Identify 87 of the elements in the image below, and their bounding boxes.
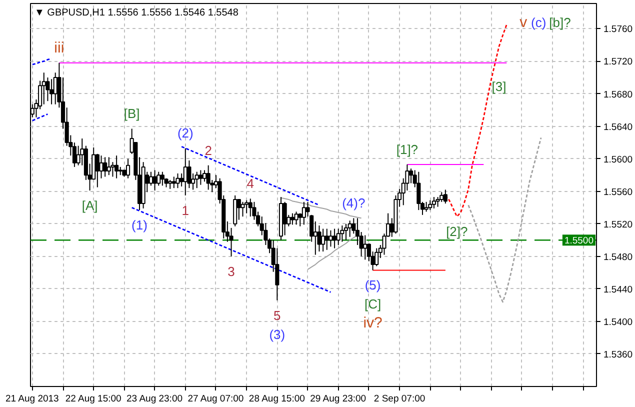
candlestick (432, 196, 436, 209)
annotation: v (520, 14, 528, 31)
y-tick-label: 1.5680 (604, 89, 633, 100)
y-tick-label: 1.5400 (604, 316, 633, 328)
annotation: (3) (269, 326, 286, 342)
candlestick (416, 171, 421, 211)
candlestick (148, 171, 153, 186)
y-tick-label: 1.5360 (604, 349, 633, 360)
candlestick (240, 201, 245, 218)
line-series (131, 206, 332, 293)
candlestick (244, 200, 249, 214)
annotation: 3 (228, 264, 235, 279)
candlestick (328, 230, 333, 248)
y-tick-label: 1.5720 (604, 56, 633, 68)
annotation: (5) (364, 278, 381, 293)
annotation: [3] (492, 79, 506, 94)
annotation: [1]? (396, 142, 418, 158)
candlestick (248, 198, 252, 218)
candlestick (172, 176, 176, 189)
x-tick-label: 22 Aug 15:00 (65, 394, 122, 404)
x-tick-label: 28 Aug 15:00 (248, 394, 305, 404)
candlestick (198, 170, 203, 186)
candlestick (424, 201, 428, 212)
candlestick (114, 155, 119, 179)
y-tick-label: 1.5480 (604, 252, 633, 263)
candlestick (324, 228, 329, 250)
candlestick (106, 156, 111, 176)
annotation: iv? (363, 314, 382, 332)
line-series (32, 113, 48, 122)
y-tick-label: 1.5520 (604, 219, 633, 230)
annotation: (1) (132, 218, 148, 233)
candlestick (206, 164, 210, 190)
candlestick (126, 158, 130, 179)
candlestick (152, 170, 157, 192)
candlestick (290, 212, 294, 226)
y-tick-label: 1.5440 (604, 284, 633, 296)
candlestick (42, 72, 46, 105)
y-tick-label: 1.5600 (604, 154, 633, 166)
candlestick (103, 156, 108, 178)
annotation: (2) (177, 126, 194, 141)
candlestick (408, 168, 414, 184)
candlestick (340, 224, 344, 242)
annotation: 2 (204, 142, 212, 158)
candlestick (302, 201, 306, 226)
candlestick (236, 198, 241, 220)
x-tick-label: 29 Aug 23:00 (310, 394, 366, 404)
y-tick-label: 1.5560 (604, 186, 633, 198)
candlestick (156, 171, 161, 186)
candlestick (317, 224, 322, 252)
chart-title: ▼ GBPUSD,H1 1.5556 1.5556 1.5546 1.5548 (34, 8, 239, 18)
annotation: [A] (82, 198, 98, 214)
candlestick (336, 228, 340, 246)
x-tick-label: 27 Aug 07:00 (188, 394, 244, 404)
annotation: (4)? (342, 196, 366, 211)
annotation: [2]? (446, 224, 468, 240)
candlestick (282, 201, 287, 236)
ref-line-label: 1.5500 (564, 236, 594, 247)
candlestick (194, 171, 199, 189)
candlestick (428, 200, 432, 211)
candlestick (344, 223, 348, 241)
candlestick (332, 228, 337, 249)
candlestick (202, 170, 207, 182)
candlestick (160, 171, 164, 186)
line-series (444, 24, 508, 218)
annotation: 4 (246, 176, 254, 192)
annotation: 5 (274, 308, 281, 323)
line-series (180, 146, 320, 206)
y-tick-label: 1.5760 (604, 24, 633, 36)
annotation: (c) (531, 15, 546, 30)
candlestick (176, 172, 180, 189)
annotation: [B] (124, 106, 140, 122)
x-tick-label: 2 Sep 07:00 (374, 394, 426, 404)
candlestick (294, 211, 298, 226)
x-tick-label: 21 Aug 2013 (5, 394, 59, 404)
annotation: [C] (364, 296, 382, 312)
candlestick (374, 248, 379, 267)
candlestick (363, 234, 368, 260)
candlestick (50, 78, 54, 105)
candlestick (443, 189, 448, 204)
candlestick (95, 153, 100, 188)
annotation: [b]? (549, 15, 571, 30)
line-series (468, 136, 542, 303)
annotation: iii (54, 39, 64, 56)
x-tick-label: 23 Aug 23:00 (126, 394, 183, 404)
candlestick (348, 220, 352, 238)
y-tick-label: 1.5640 (604, 122, 633, 133)
annotation: 1 (182, 202, 190, 218)
